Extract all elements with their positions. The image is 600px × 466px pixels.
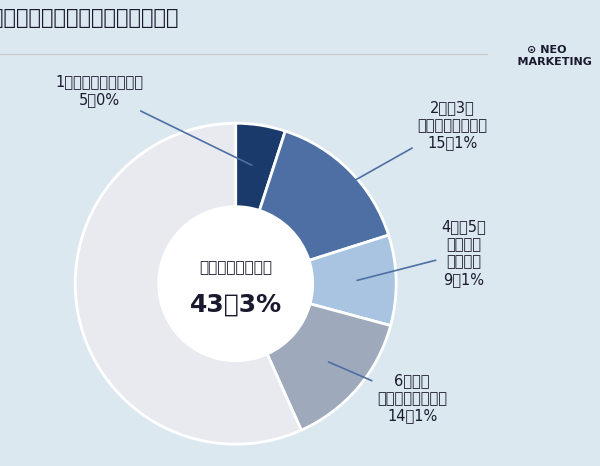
Wedge shape xyxy=(236,123,285,211)
Wedge shape xyxy=(259,131,389,260)
Text: 4名〜5名
フォロー
している
9．1%: 4名〜5名 フォロー している 9．1% xyxy=(357,219,486,287)
Circle shape xyxy=(158,207,313,361)
Text: 43．3%: 43．3% xyxy=(190,293,282,316)
Text: 6名以上
フォローしている
14．1%: 6名以上 フォローしている 14．1% xyxy=(329,362,447,423)
Wedge shape xyxy=(267,304,391,430)
Text: 2名〜3名
フォローしている
15．1%: 2名〜3名 フォローしている 15．1% xyxy=(322,101,487,199)
Text: 1名フォローしている
5．0%: 1名フォローしている 5．0% xyxy=(55,75,252,165)
Wedge shape xyxy=(75,123,301,444)
Text: ⊙ NEO
    MARKETING: ⊙ NEO MARKETING xyxy=(502,45,592,67)
Wedge shape xyxy=(309,235,396,326)
Text: フォローしている: フォローしている xyxy=(199,260,272,275)
Text: SNSでのインフルエンサーのフォロー状況: SNSでのインフルエンサーのフォロー状況 xyxy=(0,8,179,28)
